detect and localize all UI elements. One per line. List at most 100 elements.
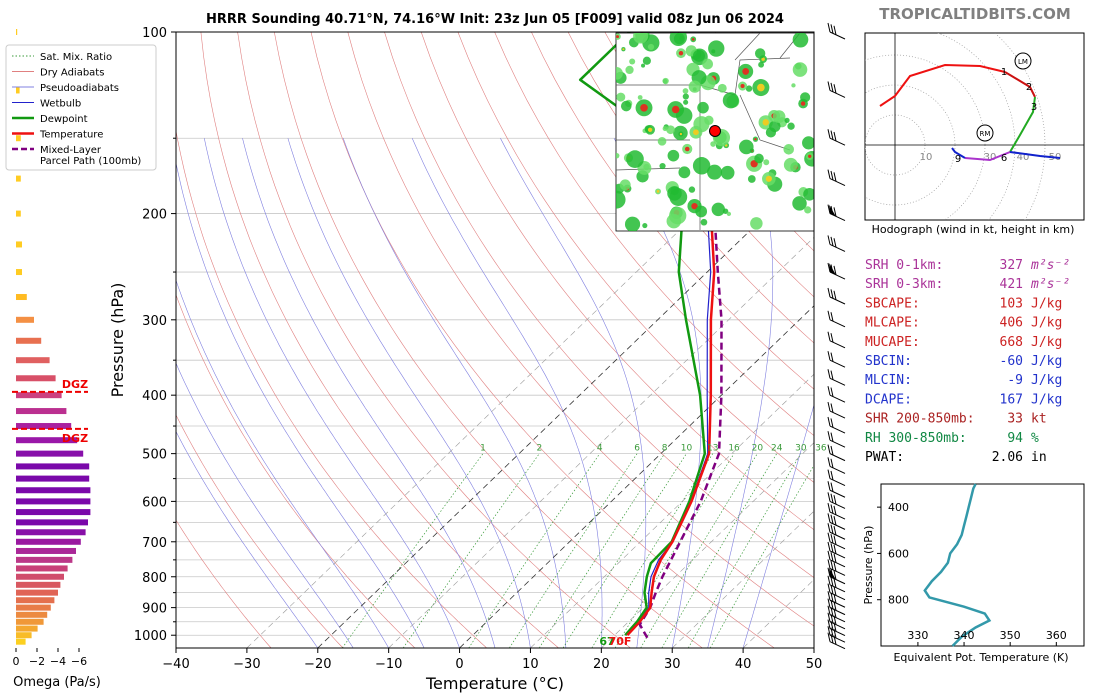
- wind-barb-flag: [830, 534, 834, 544]
- wind-barb-flag: [827, 541, 831, 552]
- wind-barb-staff: [829, 465, 846, 474]
- omega-bar: [16, 604, 51, 611]
- radar-core: [647, 127, 653, 132]
- x-tick-label: −30: [233, 657, 260, 672]
- radar-echo: [711, 202, 725, 217]
- legend-label: Sat. Mix. Ratio: [40, 52, 112, 63]
- wind-barb-flag: [833, 586, 837, 596]
- radar-echo: [624, 216, 641, 231]
- radar-echo: [633, 33, 649, 44]
- wind-barb-flag: [830, 592, 834, 602]
- wind-barb-flag: [827, 575, 831, 585]
- stat-value: 94: [1007, 431, 1023, 446]
- pseudoadiabat-line: [176, 161, 425, 648]
- omega-bar: [16, 581, 61, 588]
- radar-echo: [620, 100, 632, 112]
- omega-bar: [16, 392, 62, 399]
- wind-barb-staff: [829, 489, 846, 498]
- dry-adiabat-line: [457, 32, 814, 483]
- mixing-ratio-label: 10: [681, 444, 693, 454]
- wind-barb-flag: [827, 513, 831, 523]
- radar-echo: [678, 166, 691, 179]
- wind-barb-flag: [833, 553, 837, 563]
- wind-barb-flag: [827, 591, 831, 601]
- wind-barb-flag: [827, 481, 831, 491]
- hodo-segment-3-6km: [1009, 96, 1036, 153]
- mixing-ratio-line: [562, 453, 687, 648]
- wind-barb-flag: [827, 310, 831, 320]
- omega-bar: [16, 294, 27, 301]
- wind-barb-flag: [830, 403, 834, 413]
- mixing-ratio-line: [687, 453, 802, 648]
- dgz-label: DGZ: [62, 378, 88, 391]
- hodo-height-label: 1: [1001, 67, 1007, 78]
- radar-echo: [642, 56, 651, 65]
- wind-barb-flag: [827, 386, 831, 396]
- wind-barb-staff: [829, 137, 846, 146]
- pseudoadiabat-line: [411, 138, 603, 648]
- wind-barb-flag: [830, 607, 834, 617]
- mixing-ratio-line: [640, 453, 758, 648]
- radar-core: [765, 175, 772, 182]
- wind-barb-staff: [829, 478, 846, 487]
- radar-echo: [666, 125, 675, 135]
- wind-barb-flag: [827, 444, 831, 454]
- stat-value: 167: [1000, 392, 1023, 407]
- isotherm-line: [459, 305, 814, 648]
- wind-barb-flag: [827, 401, 831, 412]
- radar-echo: [641, 63, 646, 68]
- wind-barb-flag: [827, 129, 831, 139]
- wind-barb-flag: [827, 532, 831, 542]
- theta-e-x-tick-label: 330: [907, 629, 928, 642]
- legend-label: Pseudoadiabats: [40, 83, 119, 94]
- mixing-ratio-line: [402, 453, 540, 648]
- radar-echo: [662, 77, 669, 85]
- omega-bar: [16, 565, 68, 572]
- hodo-marker-label: RM: [980, 130, 991, 138]
- theta-e-line: [923, 483, 992, 647]
- stat-value: 406: [1000, 316, 1023, 331]
- omega-bar: [16, 423, 72, 430]
- wind-barb-flag: [830, 445, 834, 456]
- legend-label: Parcel Path (100mb): [40, 156, 141, 167]
- radar-echo: [783, 144, 795, 155]
- hodograph-ring-label: 30: [984, 152, 997, 163]
- radar-echo: [666, 213, 682, 229]
- wind-barb-flag: [830, 432, 834, 442]
- wind-barb-staff: [829, 511, 846, 520]
- omega-tick-label: −6: [71, 655, 87, 668]
- y-tick-label: 800: [142, 571, 167, 586]
- radar-echo: [688, 186, 696, 193]
- mixing-ratio-label: 1: [480, 444, 486, 454]
- omega-bar: [16, 175, 21, 182]
- dgz-label: DGZ: [62, 432, 88, 445]
- wind-barb-flag: [830, 170, 834, 181]
- wind-barb-flag: [833, 622, 837, 632]
- x-tick-label: −40: [162, 657, 189, 672]
- wind-barb-flag: [827, 287, 831, 298]
- legend: Sat. Mix. Ratio Dry Adiabats Pseudoadiabat…: [5, 44, 157, 171]
- location-marker: [709, 125, 721, 137]
- stat-unit: %: [1031, 431, 1039, 446]
- mixing-ratio-label: 2: [536, 444, 542, 454]
- wind-barb-flag: [830, 504, 834, 514]
- wind-barb-flag: [827, 457, 831, 467]
- omega-bar: [16, 269, 22, 276]
- wind-barb-flag: [827, 369, 831, 379]
- radar-echo: [616, 190, 626, 209]
- pseudoadiabat-line: [242, 138, 496, 648]
- radar-core: [678, 50, 684, 56]
- radar-echo: [802, 136, 814, 150]
- omega-bar: [16, 538, 81, 545]
- wind-barb-flag: [827, 502, 831, 513]
- wind-barb-flag: [833, 535, 837, 545]
- wind-barb-staff: [829, 340, 846, 349]
- omega-bar: [16, 638, 26, 645]
- wind-barb-staff: [829, 394, 846, 403]
- wind-barb-flag: [830, 289, 834, 299]
- omega-tick-label: −4: [50, 655, 66, 668]
- wind-barb-staff: [829, 500, 846, 509]
- wind-barb-flag: [827, 583, 831, 593]
- mixing-ratio-line: [538, 453, 665, 648]
- wind-barb-pennant: [829, 263, 836, 276]
